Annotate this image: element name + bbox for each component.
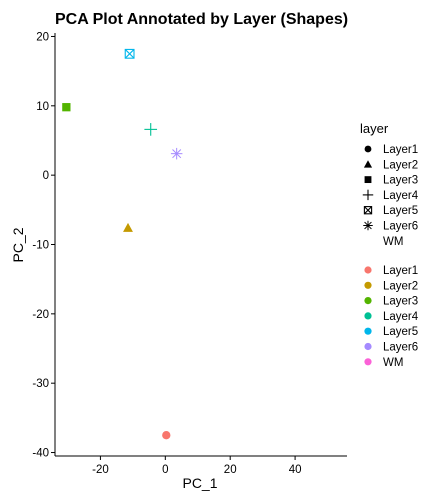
data-point [162,431,171,440]
legend-shape-key [363,160,373,168]
legend-color-label: Layer6 [383,342,418,354]
legend-shape-label: Layer6 [383,221,418,233]
x-tick-label: 40 [289,464,302,476]
legend-shape-key [363,206,373,215]
legend-color-key [364,327,372,335]
legend-shape-key [364,145,372,153]
legend-color-label: Layer5 [383,326,418,338]
legend-color-label: Layer3 [383,296,418,308]
x-tick-label: -20 [92,464,109,476]
y-tick-label: 20 [36,31,49,43]
data-point [62,103,71,112]
data-point [144,123,158,136]
legend-color-key [364,342,372,351]
legend-title: layer [360,121,389,136]
legend-color-key [364,281,372,289]
legend-shape-label: WM [383,236,403,248]
y-tick-label: -30 [32,378,49,390]
plot-area: -20 0 20 40 20 10 0 -10 -20 -30 -40 [32,31,347,476]
legend-color-key [364,312,372,320]
x-axis-title: PC_1 [182,475,217,491]
legend: Layer1 Layer2 Layer3 Layer4 Layer5 Layer6 WM La… [362,144,419,369]
y-tick-label: -10 [32,240,49,252]
y-tick-label: 10 [36,101,49,113]
legend-shape-key [362,189,374,201]
y-tick-label: -20 [32,309,49,321]
x-tick-label: 0 [162,464,168,476]
legend-shape-label: Layer1 [383,144,418,156]
legend-color-key [364,266,372,274]
y-tick-label: 0 [43,170,49,182]
x-tick-label: 20 [224,464,237,476]
legend-shape-key [364,176,372,184]
legend-color-label: Layer2 [383,280,418,292]
y-axis-title: PC_2 [10,227,26,262]
chart-title: PCA Plot Annotated by Layer (Shapes) [55,11,348,28]
legend-shape-label: Layer4 [383,190,419,202]
legend-color-label: Layer1 [383,265,418,277]
legend-shape-label: Layer5 [383,205,418,217]
legend-color-label: WM [383,357,403,369]
y-tick-label: -40 [32,448,49,460]
legend-color-key [364,358,372,366]
data-point [124,48,135,59]
legend-color-key [364,297,372,305]
legend-shape-key [363,220,373,231]
legend-shape-label: Layer3 [383,175,418,187]
legend-shape-label: Layer2 [383,159,418,171]
data-point [170,147,183,160]
data-point [123,222,133,232]
legend-color-label: Layer4 [383,311,419,323]
